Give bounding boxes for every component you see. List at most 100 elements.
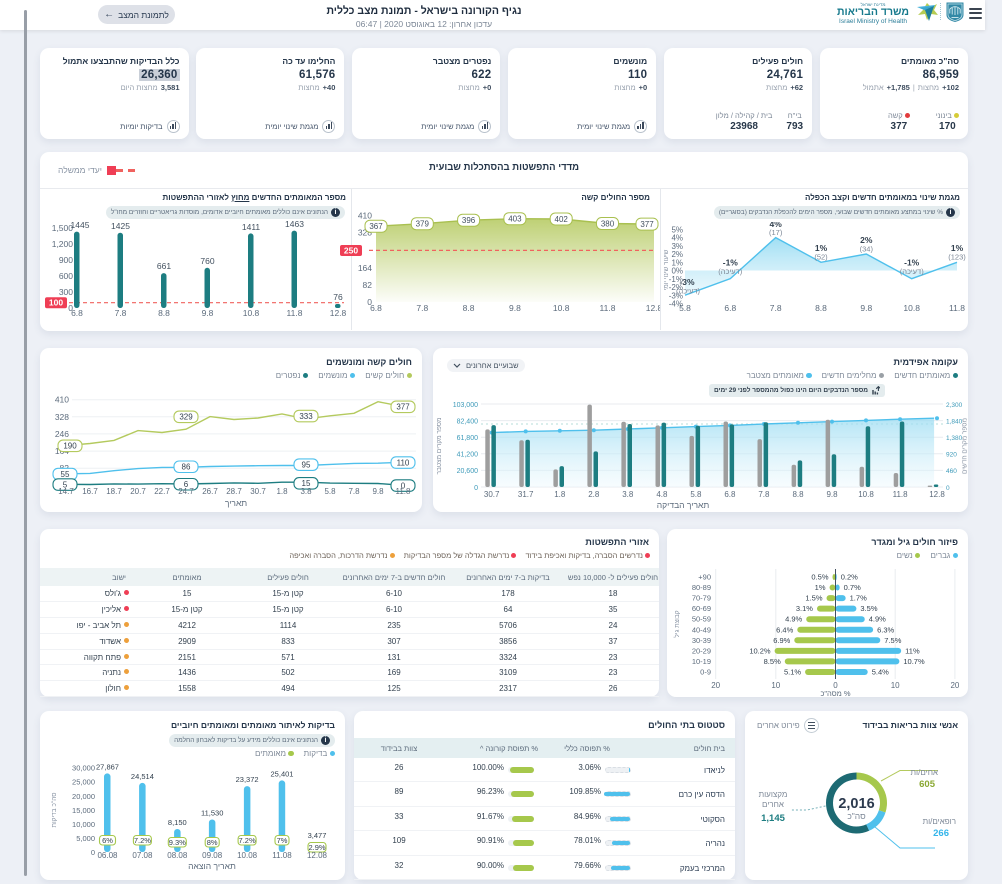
svg-text:4.8: 4.8	[656, 490, 668, 499]
svg-text:367: 367	[369, 222, 383, 231]
svg-text:5.8: 5.8	[690, 490, 702, 499]
svg-text:4%: 4%	[671, 234, 683, 243]
svg-text:14.7: 14.7	[58, 487, 74, 496]
svg-text:30,000: 30,000	[72, 764, 95, 773]
svg-text:5.8: 5.8	[324, 487, 336, 496]
svg-text:7.5%: 7.5%	[884, 636, 901, 645]
svg-text:23,372: 23,372	[236, 775, 259, 784]
svg-text:10,000: 10,000	[72, 820, 95, 829]
svg-text:(דעיכה): (דעיכה)	[900, 267, 925, 276]
svg-text:2,300: 2,300	[946, 402, 963, 409]
svg-text:11%: 11%	[905, 646, 920, 655]
svg-text:07.08: 07.08	[132, 851, 153, 860]
svg-text:9.3%: 9.3%	[169, 838, 186, 847]
svg-text:0: 0	[91, 848, 95, 857]
svg-text:-1%: -1%	[669, 275, 683, 284]
svg-text:2%: 2%	[671, 250, 683, 259]
svg-text:5%: 5%	[671, 225, 683, 234]
svg-text:410: 410	[358, 211, 372, 221]
svg-text:3.8: 3.8	[622, 490, 634, 499]
svg-text:8.8: 8.8	[158, 308, 170, 318]
svg-text:9.8: 9.8	[509, 303, 521, 313]
svg-text:22.7: 22.7	[154, 487, 170, 496]
svg-text:קבוצת גיל: קבוצת גיל	[673, 610, 681, 637]
svg-text:6.8: 6.8	[370, 303, 382, 313]
svg-text:4.9%: 4.9%	[869, 615, 886, 624]
svg-text:9.8: 9.8	[202, 308, 214, 318]
svg-text:1.7%: 1.7%	[850, 594, 867, 603]
svg-text:12.8: 12.8	[646, 303, 660, 313]
svg-text:377: 377	[396, 403, 410, 412]
svg-text:28.7: 28.7	[226, 487, 242, 496]
svg-text:תאריך הבדיקה: תאריך הבדיקה	[657, 500, 710, 510]
svg-text:1.8: 1.8	[554, 490, 566, 499]
svg-text:מסה"כ %: מסה"כ %	[820, 689, 850, 696]
svg-text:12.8: 12.8	[929, 490, 945, 499]
svg-text:מספר מקרים מצטבר: מספר מקרים מצטבר	[436, 418, 443, 475]
svg-text:1%: 1%	[815, 583, 826, 592]
svg-text:10.8: 10.8	[903, 303, 920, 313]
svg-text:7.8: 7.8	[758, 490, 770, 499]
svg-text:6.4%: 6.4%	[776, 625, 793, 634]
svg-text:5,000: 5,000	[76, 834, 95, 843]
svg-text:61,800: 61,800	[457, 435, 479, 442]
svg-text:20,000: 20,000	[72, 792, 95, 801]
svg-text:(דעיכה): (דעיכה)	[718, 267, 743, 276]
svg-text:0.7%: 0.7%	[844, 583, 861, 592]
svg-text:95: 95	[302, 460, 311, 469]
svg-text:26.7: 26.7	[202, 487, 218, 496]
svg-text:10.7%: 10.7%	[903, 657, 925, 666]
svg-text:1,500: 1,500	[52, 223, 74, 233]
svg-text:11.8: 11.8	[287, 308, 303, 318]
svg-text:41,200: 41,200	[457, 452, 479, 459]
svg-text:403: 403	[508, 215, 522, 224]
svg-text:12.08: 12.08	[307, 851, 328, 860]
svg-text:1,840: 1,840	[946, 418, 963, 425]
svg-text:110: 110	[397, 458, 410, 467]
svg-text:20: 20	[950, 681, 959, 690]
svg-text:6.8: 6.8	[724, 490, 736, 499]
svg-text:1,145: 1,145	[761, 813, 785, 824]
svg-text:60-69: 60-69	[692, 604, 711, 613]
svg-text:2.8: 2.8	[588, 490, 600, 499]
svg-text:09.08: 09.08	[202, 851, 223, 860]
svg-text:7.8: 7.8	[770, 303, 782, 313]
svg-text:30.7: 30.7	[484, 490, 500, 499]
svg-text:9.8: 9.8	[860, 303, 872, 313]
svg-text:6.8: 6.8	[724, 303, 736, 313]
svg-text:12.8: 12.8	[330, 308, 347, 318]
svg-text:0-9: 0-9	[700, 667, 711, 676]
svg-text:11.8: 11.8	[893, 490, 909, 499]
svg-text:190: 190	[63, 442, 77, 451]
svg-text:1.5%: 1.5%	[805, 594, 822, 603]
svg-text:10-19: 10-19	[692, 657, 711, 666]
svg-text:סה"כ בדיקות: סה"כ בדיקות	[51, 792, 58, 827]
svg-text:-1%: -1%	[904, 258, 920, 268]
svg-text:-3%: -3%	[679, 277, 695, 287]
svg-text:5: 5	[63, 480, 68, 489]
svg-text:8.8: 8.8	[792, 490, 804, 499]
svg-text:377: 377	[640, 220, 654, 229]
svg-text:7.2%: 7.2%	[134, 836, 151, 845]
svg-text:24.7: 24.7	[178, 487, 194, 496]
svg-text:100: 100	[49, 298, 63, 308]
svg-text:6.9%: 6.9%	[773, 636, 790, 645]
svg-text:1%: 1%	[951, 243, 964, 253]
svg-text:661: 661	[157, 261, 171, 271]
svg-text:920: 920	[946, 452, 957, 459]
svg-text:7.8: 7.8	[416, 303, 428, 313]
svg-text:4%: 4%	[770, 222, 783, 229]
svg-text:9.8: 9.8	[372, 487, 384, 496]
svg-text:10.8: 10.8	[858, 490, 874, 499]
svg-text:333: 333	[299, 412, 313, 421]
svg-text:3%: 3%	[671, 242, 683, 251]
svg-text:70-79: 70-79	[692, 594, 711, 603]
svg-text:7.2%: 7.2%	[239, 836, 256, 845]
svg-text:(52): (52)	[814, 253, 828, 262]
svg-text:600: 600	[59, 271, 73, 281]
svg-text:8.5%: 8.5%	[764, 657, 781, 666]
svg-text:25,000: 25,000	[72, 778, 95, 787]
svg-text:86: 86	[182, 463, 191, 472]
svg-text:10.8: 10.8	[243, 308, 260, 318]
svg-text:40-49: 40-49	[692, 625, 711, 634]
